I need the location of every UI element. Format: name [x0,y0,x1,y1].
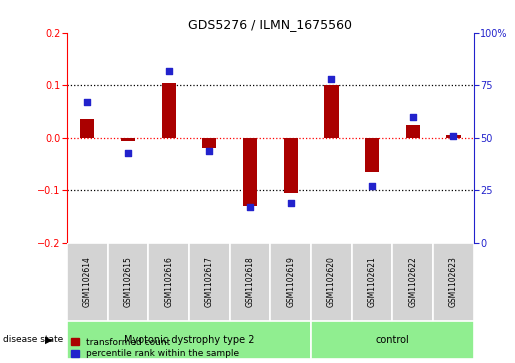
Point [83,99,92,105]
Text: disease state: disease state [3,335,63,344]
Point [246,204,254,210]
Bar [365,138,379,172]
Bar [67,243,108,321]
Point [409,114,417,120]
Text: GSM1102616: GSM1102616 [164,256,173,307]
Text: GSM1102617: GSM1102617 [205,256,214,307]
Text: GSM1102615: GSM1102615 [124,256,132,307]
Bar [189,243,230,321]
Bar [311,243,352,321]
Text: GSM1102614: GSM1102614 [83,256,92,307]
Legend: transformed count, percentile rank within the sample: transformed count, percentile rank withi… [72,338,239,359]
Bar [324,85,338,138]
Text: GSM1102619: GSM1102619 [286,256,295,307]
Bar [433,243,474,321]
Bar [270,243,311,321]
Point [165,68,173,73]
Bar [108,243,148,321]
Bar [148,243,189,321]
Text: Myotonic dystrophy type 2: Myotonic dystrophy type 2 [124,335,254,345]
Bar [311,321,474,359]
Text: GSM1102618: GSM1102618 [246,257,254,307]
Point [449,133,458,139]
Bar [243,138,257,206]
Bar [284,138,298,193]
Text: GSM1102621: GSM1102621 [368,257,376,307]
Bar [447,135,460,138]
Text: control: control [375,335,409,345]
Point [286,200,295,206]
Text: GSM1102622: GSM1102622 [408,257,417,307]
Text: ▶: ▶ [45,334,53,344]
Bar [80,119,94,138]
Title: GDS5276 / ILMN_1675560: GDS5276 / ILMN_1675560 [188,19,352,32]
Bar [67,321,311,359]
Bar [392,243,433,321]
Point [368,183,376,189]
Point [124,150,132,155]
Bar [230,243,270,321]
Text: GSM1102623: GSM1102623 [449,256,458,307]
Point [205,148,214,154]
Bar [406,125,420,138]
Bar [352,243,392,321]
Text: GSM1102620: GSM1102620 [327,256,336,307]
Bar [121,138,135,140]
Point [328,76,336,82]
Bar [202,138,216,148]
Bar [162,83,176,138]
